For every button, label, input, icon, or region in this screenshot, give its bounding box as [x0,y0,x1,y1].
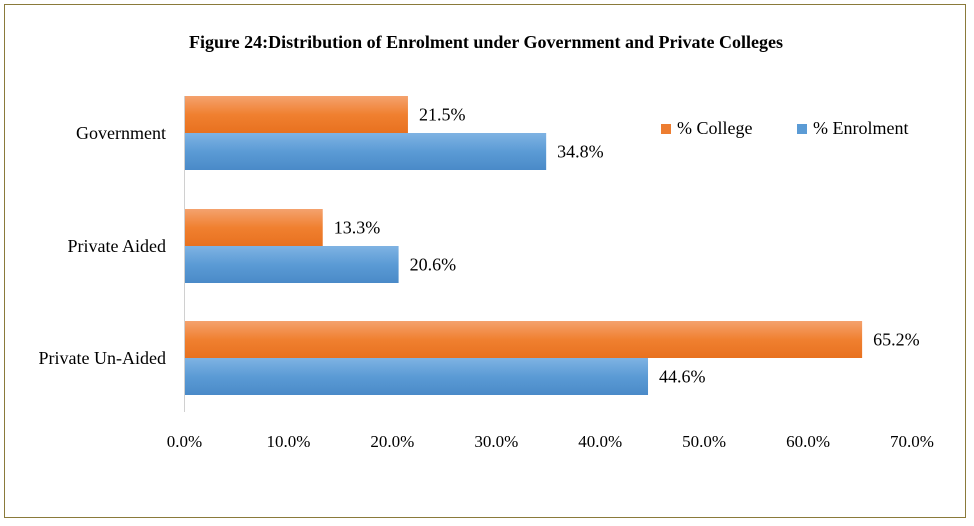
x-tick-label: 10.0% [266,432,310,451]
x-tick-label: 0.0% [167,432,202,451]
legend: % College % Enrolment [661,118,908,138]
bar-private-un-aided-enrolment [184,358,649,395]
legend-swatch-enrolment [797,124,807,134]
x-axis-ticks: 0.0% 10.0% 20.0% 30.0% 40.0% 50.0% 60.0% 70.0% [167,432,934,451]
chart-frame [4,4,966,518]
bar-government-college [184,96,408,133]
category-label-government: Government [76,123,166,143]
data-label-government-enrolment: 34.8% [557,142,604,162]
category-label-private-aided: Private Aided [68,236,166,256]
data-label-private-aided-enrolment: 20.6% [410,255,457,275]
bar-government-enrolment [184,133,547,170]
data-label-private-un-aided-enrolment: 44.6% [659,367,706,387]
x-tick-label: 60.0% [786,432,830,451]
x-tick-label: 70.0% [890,432,934,451]
data-label-private-aided-college: 13.3% [334,218,381,238]
bar-private-aided-college [184,209,323,246]
x-tick-label: 20.0% [370,432,414,451]
data-label-government-college: 21.5% [419,105,466,125]
legend-swatch-college [661,124,671,134]
legend-label-enrolment: % Enrolment [813,118,908,138]
bars-group: 21.5% 34.8% 13.3% 20.6% 65.2% 44.6% [184,96,920,395]
chart-title: Figure 24:Distribution of Enrolment unde… [189,32,783,52]
x-tick-label: 50.0% [682,432,726,451]
legend-label-college: % College [677,118,752,138]
bar-private-aided-enrolment [184,246,399,283]
x-tick-label: 30.0% [474,432,518,451]
category-label-private-un-aided: Private Un-Aided [39,348,166,368]
data-label-private-un-aided-college: 65.2% [873,330,920,350]
x-tick-label: 40.0% [578,432,622,451]
bar-private-un-aided-college [184,321,863,358]
category-labels: Government Private Aided Private Un-Aided [39,123,166,368]
